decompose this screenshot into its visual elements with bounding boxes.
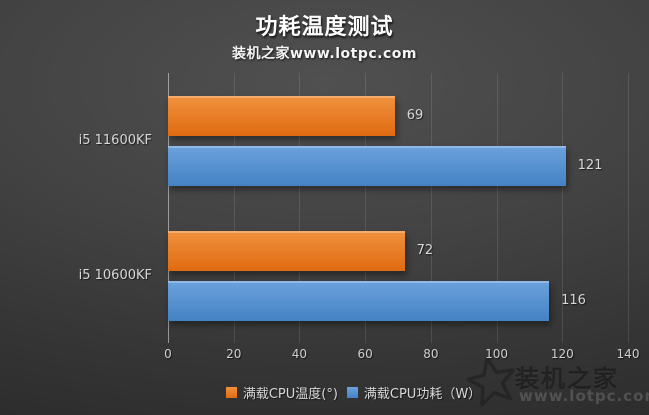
x-tick-label: 60 — [357, 347, 373, 361]
gridline — [628, 73, 629, 343]
legend-swatch-icon — [225, 387, 237, 398]
gridline — [233, 73, 235, 343]
watermark: 装机之家 www.lotpc.com — [467, 355, 649, 413]
bar-highlight — [168, 145, 566, 148]
legend-label: 满载CPU温度(°) — [242, 387, 338, 402]
legend-item-power: 满载CPU功耗（W） — [346, 383, 482, 402]
bar-group: 72 116 — [168, 208, 628, 343]
category-label: i5 11600KF — [78, 133, 152, 148]
chart-header: 功耗温度测试 装机之家www.lotpc.com — [0, 9, 649, 63]
x-tick-label: 80 — [423, 347, 439, 361]
legend-swatch-icon — [346, 387, 358, 398]
bar-group: 69 121 — [168, 73, 628, 208]
bar-highlight — [168, 95, 395, 98]
bar-highlight — [168, 280, 550, 283]
legend-item-temperature: 满载CPU温度(°) — [225, 383, 338, 402]
bar-temperature — [168, 95, 395, 136]
bar-power — [168, 280, 550, 321]
value-axis-line — [168, 73, 169, 343]
x-tick-label: 140 — [616, 347, 640, 361]
category-label: i5 10600KF — [78, 268, 152, 283]
value-label: 121 — [577, 157, 603, 173]
x-tick-label: 0 — [164, 347, 172, 361]
bar-highlight — [168, 230, 405, 233]
gridline — [562, 73, 564, 343]
x-tick-label: 100 — [485, 347, 509, 361]
gridline — [299, 73, 301, 343]
x-tick-label: 120 — [550, 347, 574, 361]
bar-temperature — [168, 230, 405, 271]
bar-power — [168, 145, 566, 186]
value-label: 69 — [406, 107, 424, 123]
gridline — [430, 73, 432, 343]
value-label: 116 — [561, 292, 586, 308]
category-axis: i5 11600KF i5 10600KF — [0, 73, 160, 343]
legend: 满载CPU温度(°) 满载CPU功耗（W） — [0, 383, 649, 402]
gridline — [365, 73, 367, 343]
legend-label: 满载CPU功耗（W） — [363, 387, 482, 402]
chart-title: 功耗温度测试 — [255, 15, 394, 40]
chart-subtitle: 装机之家www.lotpc.com — [232, 46, 417, 62]
watermark-brand: 装机之家 — [515, 365, 619, 393]
x-tick-label: 20 — [226, 347, 242, 361]
brand-star-icon — [467, 356, 515, 407]
value-label: 72 — [416, 242, 434, 258]
gridline — [496, 73, 498, 343]
watermark-url: www.lotpc.com — [519, 387, 649, 405]
plot-area: 69 121 72 116 — [168, 73, 629, 343]
x-tick-label: 40 — [291, 347, 308, 361]
